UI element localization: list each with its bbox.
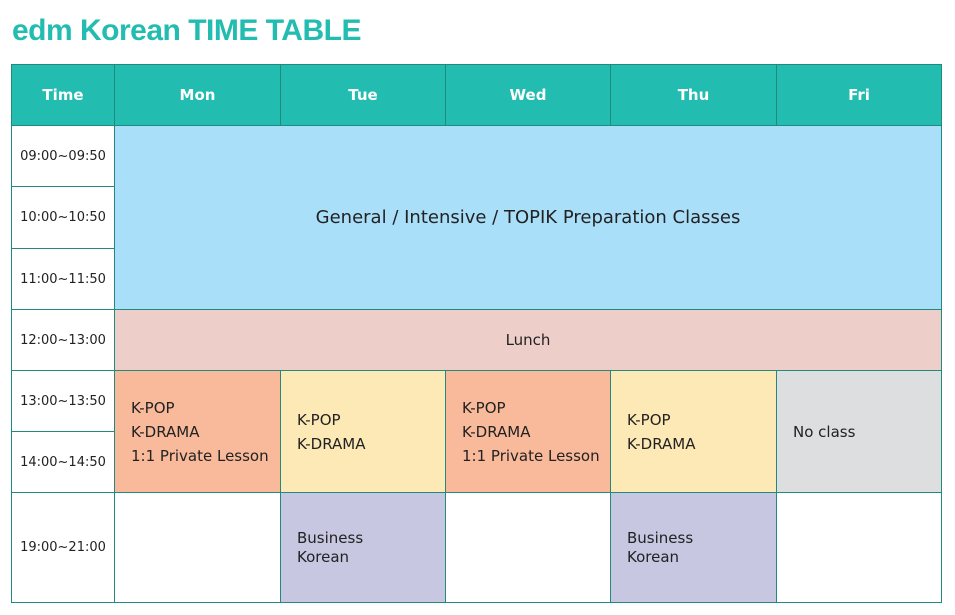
header-tue: Tue [281, 65, 445, 125]
tue-afternoon: K-POP K-DRAMA [281, 371, 445, 492]
class-label: Business [627, 528, 694, 547]
tue-evening: Business Korean [281, 493, 445, 602]
class-label: 1:1 Private Lesson [462, 446, 600, 465]
mon-afternoon: K-POP K-DRAMA 1:1 Private Lesson [115, 371, 280, 492]
header-thu: Thu [611, 65, 776, 125]
class-label: K-DRAMA [297, 434, 366, 453]
header-mon: Mon [115, 65, 280, 125]
class-label: K-POP [627, 410, 671, 429]
fri-evening-empty [777, 493, 941, 602]
class-label: 1:1 Private Lesson [131, 446, 269, 465]
class-label: K-POP [462, 398, 506, 417]
header-time: Time [12, 65, 114, 125]
class-label: K-DRAMA [462, 422, 531, 441]
time-slot: 10:00~10:50 [12, 187, 114, 248]
time-slot: 13:00~13:50 [12, 371, 114, 431]
morning-classes: General / Intensive / TOPIK Preparation … [115, 126, 941, 309]
time-slot: 12:00~13:00 [12, 310, 114, 370]
timetable: Time Mon Tue Wed Thu Fri 09:00~09:50 10:… [11, 64, 942, 603]
header-fri: Fri [777, 65, 941, 125]
mon-evening-empty [115, 493, 280, 602]
class-label: Korean [627, 547, 680, 566]
class-label: Business [297, 528, 364, 547]
lunch-block: Lunch [115, 310, 941, 370]
time-slot: 11:00~11:50 [12, 249, 114, 309]
class-label: K-POP [131, 398, 175, 417]
fri-afternoon: No class [777, 371, 941, 492]
class-label: K-POP [297, 410, 341, 429]
header-wed: Wed [446, 65, 610, 125]
thu-afternoon: K-POP K-DRAMA [611, 371, 776, 492]
page-title: edm Korean TIME TABLE [12, 14, 361, 47]
wed-afternoon: K-POP K-DRAMA 1:1 Private Lesson [446, 371, 610, 492]
class-label: K-DRAMA [131, 422, 200, 441]
class-label: Korean [297, 547, 350, 566]
class-label: K-DRAMA [627, 434, 696, 453]
class-label: No class [793, 422, 856, 441]
time-slot: 14:00~14:50 [12, 432, 114, 492]
time-slot: 19:00~21:00 [12, 493, 114, 602]
wed-evening-empty [446, 493, 610, 602]
thu-evening: Business Korean [611, 493, 776, 602]
time-slot: 09:00~09:50 [12, 126, 114, 186]
